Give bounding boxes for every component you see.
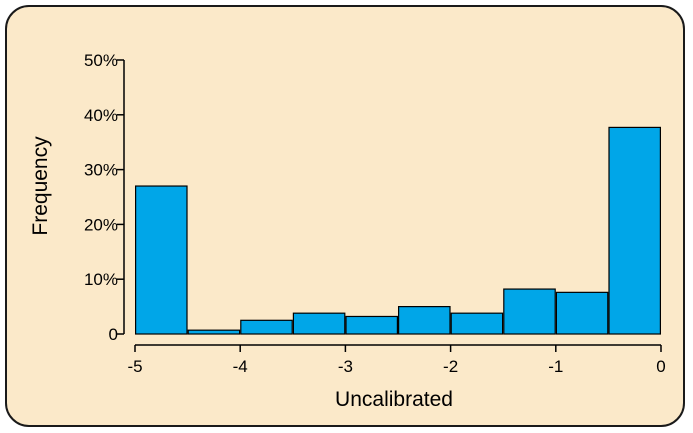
histogram-bar-2 <box>187 329 241 335</box>
x-axis-title: Uncalibrated <box>335 388 453 411</box>
histogram-bar-3 <box>240 319 293 335</box>
histogram-bar-10 <box>608 126 662 335</box>
histogram-bar-8 <box>503 288 556 335</box>
histogram-bar-5 <box>345 315 399 335</box>
histogram-bar-6 <box>398 306 451 335</box>
ticks-layer: 0 10% 20% 30% 40% 50% -5 -4 -3 -2 -1 0 <box>84 51 666 376</box>
x-tick-label: -1 <box>548 357 563 376</box>
axes-layer <box>123 60 661 346</box>
histogram-bar-7 <box>450 312 504 335</box>
histogram-bar-9 <box>555 291 609 335</box>
y-tick-label: 30% <box>84 161 118 180</box>
y-tick-label: 20% <box>84 215 118 234</box>
y-axis-title: Frequency <box>29 136 52 236</box>
histogram-bar-1 <box>135 185 188 335</box>
y-tick-label: 40% <box>84 106 118 125</box>
chart-panel <box>5 5 685 427</box>
x-tick-label: -3 <box>338 357 353 376</box>
y-tick-label: 50% <box>84 51 118 70</box>
x-tick-label: -2 <box>443 357 458 376</box>
x-tick-label: 0 <box>656 357 665 376</box>
x-tick-label: -4 <box>233 357 248 376</box>
y-tick-label: 10% <box>84 270 118 289</box>
histogram-bar-4 <box>292 312 346 335</box>
bars-layer <box>135 126 662 335</box>
x-tick-label: -5 <box>127 357 142 376</box>
y-tick-label: 0 <box>109 325 118 344</box>
